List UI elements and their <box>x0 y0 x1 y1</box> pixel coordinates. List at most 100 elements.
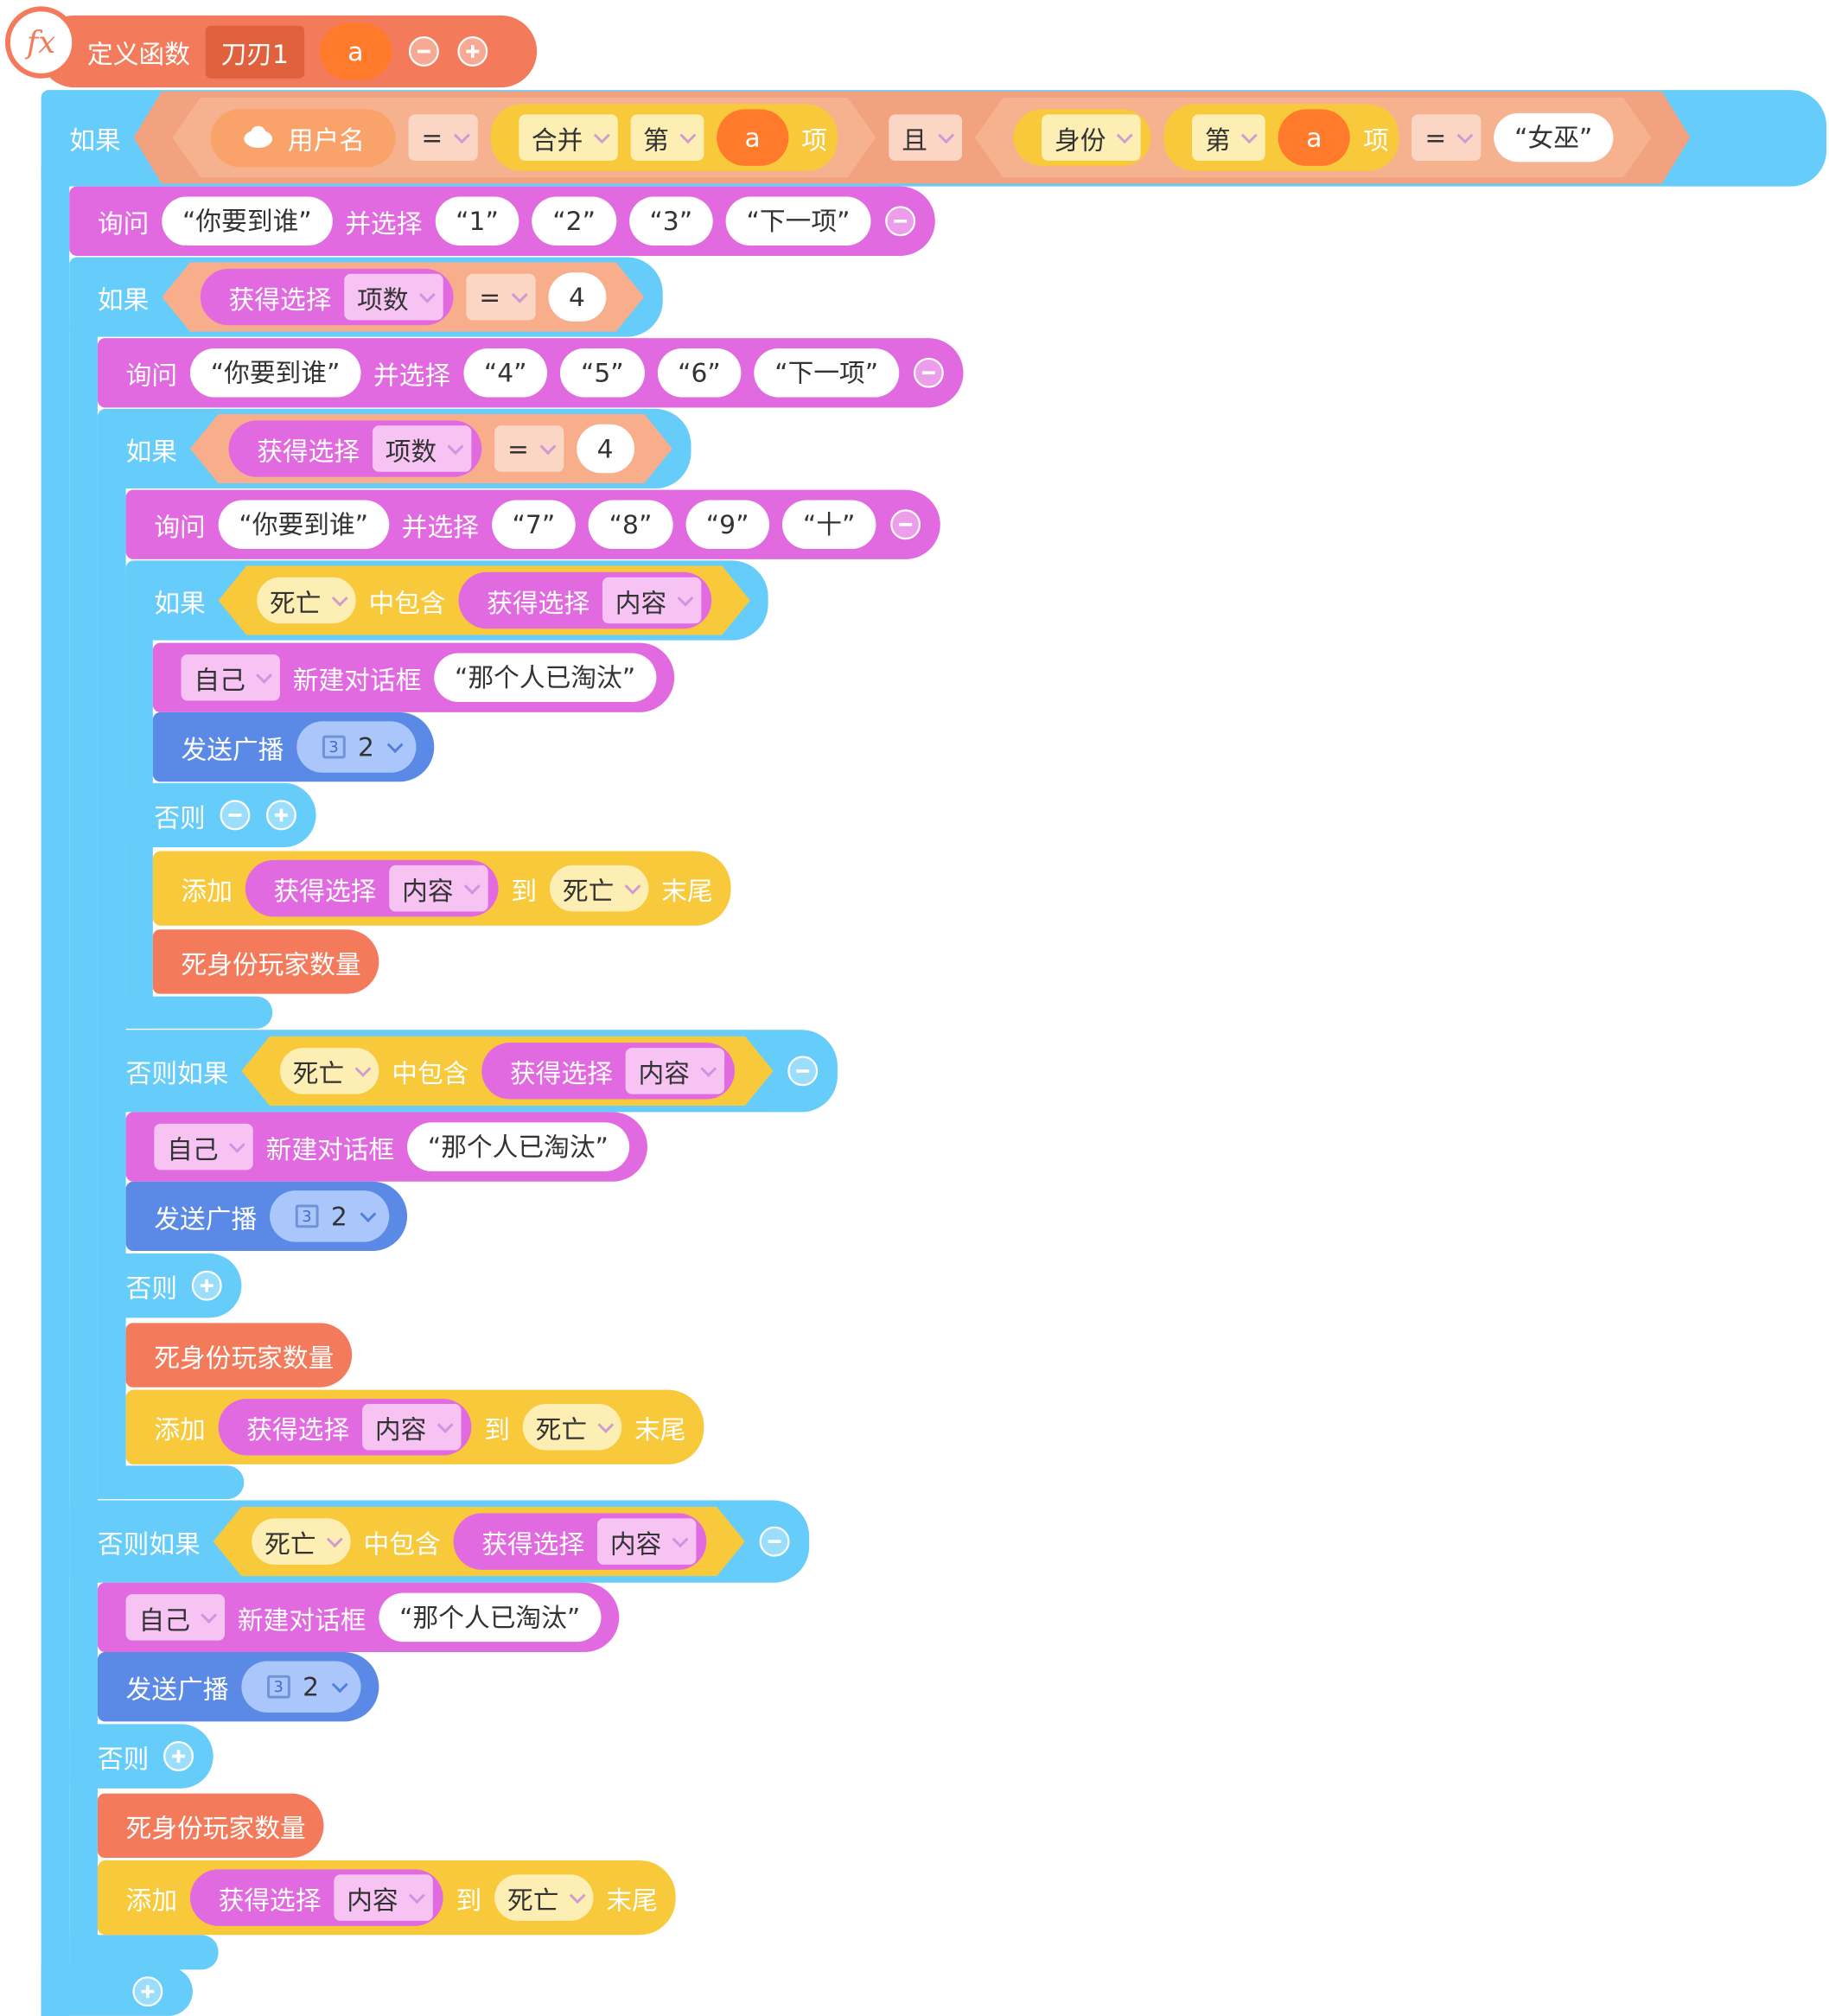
dropdown[interactable]: 项数 <box>373 425 471 472</box>
dropdown[interactable]: = <box>494 425 564 472</box>
dropdown[interactable]: 死亡 <box>280 1048 379 1094</box>
keyword: 添加 <box>154 1413 206 1445</box>
text-input[interactable]: “那个人已淘汰” <box>379 1592 602 1643</box>
text-input[interactable]: “3” <box>628 196 713 246</box>
remove-button[interactable] <box>758 1525 792 1559</box>
dropdown[interactable]: 内容 <box>334 1874 433 1921</box>
text-input[interactable]: “8” <box>588 500 673 550</box>
remove-button[interactable] <box>889 507 922 541</box>
text-input[interactable]: “那个人已淘汰” <box>407 1122 629 1171</box>
dropdown[interactable]: 死亡 <box>550 864 649 912</box>
keyword: 中包含 <box>363 1528 441 1560</box>
keyword: 并选择 <box>373 359 451 391</box>
text-input[interactable]: “6” <box>657 348 742 398</box>
code-block: 死身份玩家数量 <box>152 929 379 994</box>
dropdown[interactable]: 内容 <box>602 577 701 624</box>
remove-button[interactable] <box>407 35 441 68</box>
text-input[interactable]: “5” <box>560 348 645 398</box>
keyword: 如果 <box>97 283 150 315</box>
if-frame <box>97 475 126 1500</box>
chevron <box>539 437 556 454</box>
dropdown[interactable]: 死亡 <box>252 1518 350 1565</box>
chevron <box>454 127 470 144</box>
dropdown-text: = <box>1424 122 1447 153</box>
dropdown[interactable]: = <box>1412 114 1482 161</box>
add-button[interactable] <box>131 1975 165 2008</box>
dropdown[interactable]: 内容 <box>597 1518 696 1565</box>
dropdown[interactable]: 内容 <box>389 864 488 912</box>
keyword: 否则 <box>125 1272 178 1304</box>
dropdown[interactable]: = <box>466 274 535 321</box>
remove-button[interactable] <box>219 799 252 833</box>
add-button[interactable] <box>456 35 490 68</box>
remove-button[interactable] <box>786 1055 819 1088</box>
text-input[interactable]: “1” <box>435 196 519 246</box>
code-block: 添加 获得选择 内容到死亡 末尾 <box>97 1860 676 1936</box>
reporter: 身份 <box>1014 109 1151 165</box>
text-input[interactable]: “你要到谁” <box>218 500 389 550</box>
reporter: 获得选择 项数 <box>201 269 454 325</box>
reporter: 获得选择 内容 <box>459 572 712 628</box>
text-input[interactable]: “4” <box>463 348 548 398</box>
dropdown[interactable]: 内容 <box>362 1404 462 1451</box>
dropdown-text: 第 <box>643 124 669 156</box>
text-input[interactable]: “那个人已淘汰” <box>434 653 656 703</box>
dropdown[interactable]: 死亡 <box>522 1404 622 1451</box>
dropdown[interactable]: 自己 <box>181 654 280 701</box>
text-input[interactable]: 4 <box>577 424 634 474</box>
dropdown[interactable]: = <box>409 114 478 161</box>
text-input[interactable]: 4 <box>548 272 605 322</box>
dropdown[interactable]: 合并 <box>519 114 617 161</box>
reporter: 获得选择 内容 <box>454 1513 707 1569</box>
text-input[interactable]: “9” <box>685 500 770 550</box>
chevron <box>511 286 527 303</box>
add-button[interactable] <box>264 799 298 833</box>
keyword: 死身份玩家数量 <box>154 1341 335 1373</box>
code-block: 如果 死亡 中包含 获得选择 内容 <box>125 560 768 641</box>
keyword: 末尾 <box>634 1413 686 1445</box>
text-input[interactable]: “你要到谁” <box>162 196 333 246</box>
remove-button[interactable] <box>883 204 917 238</box>
text-input[interactable]: “下一项” <box>754 348 899 398</box>
text-input[interactable]: “7” <box>491 500 577 550</box>
dropdown[interactable]: 第 <box>630 114 704 161</box>
condition: 用户名 = 合并第 a 项且身份第 a 项 = “女巫” <box>134 92 1691 184</box>
dropdown-text: 死亡 <box>292 1057 345 1088</box>
text-input[interactable]: “你要到谁” <box>189 348 361 398</box>
dropdown[interactable]: 自己 <box>154 1123 253 1171</box>
dropdown[interactable]: 且 <box>889 114 962 161</box>
keyword: 发送广播 <box>181 733 284 765</box>
reporter: 获得选择 内容 <box>481 1043 735 1099</box>
add-button[interactable] <box>190 1269 224 1303</box>
dropdown[interactable]: 第 <box>1192 114 1265 161</box>
keyword: 询问 <box>125 359 178 391</box>
keyword: 询问 <box>97 207 150 239</box>
text-input[interactable]: “下一项” <box>725 196 871 246</box>
code-block: 否则如果 死亡 中包含 获得选择 内容 <box>69 1500 810 1583</box>
dropdown[interactable]: 死亡 <box>494 1874 594 1921</box>
chevron <box>355 1060 372 1076</box>
text-input[interactable]: “女巫” <box>1494 113 1613 163</box>
code-block: 如果 获得选择 项数 = 4 <box>97 408 691 489</box>
keyword: 末尾 <box>606 1884 658 1916</box>
dropdown[interactable]: 死亡 <box>257 577 355 624</box>
dropdown[interactable]: 项数 <box>344 274 443 321</box>
text-input[interactable]: “2” <box>532 196 616 246</box>
text-input[interactable]: “十” <box>782 500 876 550</box>
reporter: 获得选择 内容 <box>245 859 499 917</box>
dropdown[interactable]: 自己 <box>125 1594 226 1641</box>
dropdown[interactable]: 身份 <box>1042 114 1140 161</box>
parameter: a <box>319 22 392 80</box>
keyword: 并选择 <box>401 511 479 542</box>
remove-button[interactable] <box>912 356 946 390</box>
add-button[interactable] <box>162 1739 195 1773</box>
dropdown-text: 自己 <box>194 664 245 695</box>
dropdown[interactable]: 内容 <box>626 1048 724 1094</box>
condition: 用户名 = 合并 第 a 项 <box>172 98 876 177</box>
function-icon: fx <box>4 6 78 79</box>
dropdown-text: 内容 <box>638 1057 690 1088</box>
dropdown-text: 项数 <box>357 283 409 315</box>
